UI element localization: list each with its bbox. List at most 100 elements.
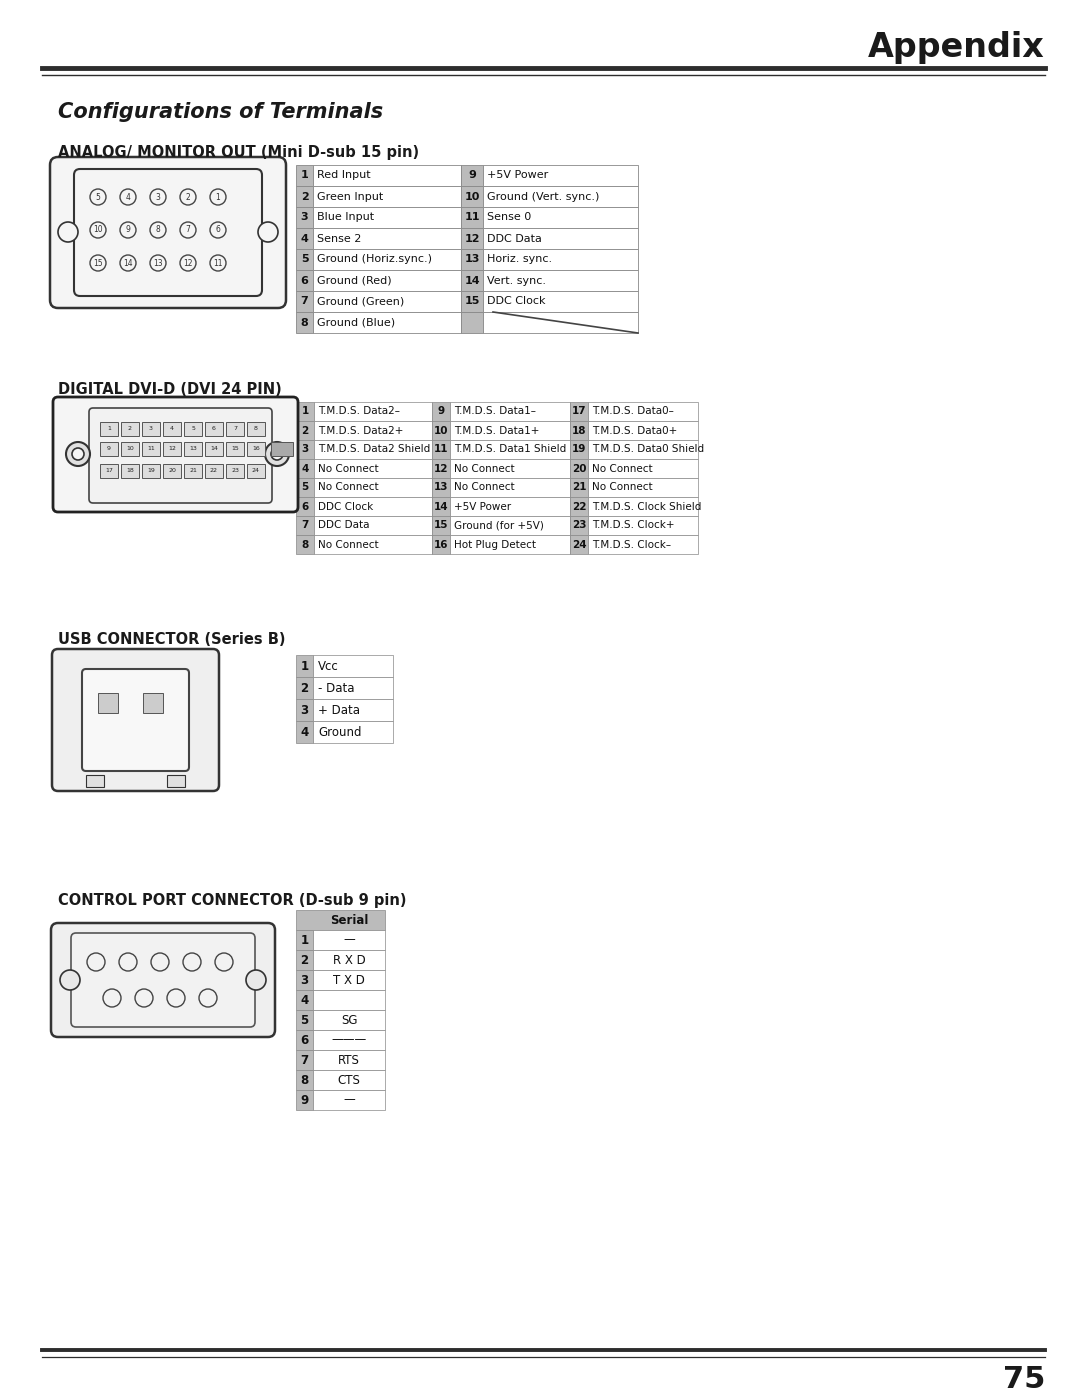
Bar (296, 249, 313, 270)
Text: Ground (Red): Ground (Red) (318, 275, 392, 285)
Text: T.M.D.S. Clock Shield: T.M.D.S. Clock Shield (592, 502, 701, 511)
Text: 7: 7 (300, 1053, 309, 1066)
Circle shape (150, 222, 166, 237)
Bar (121, 422, 139, 436)
Text: 4: 4 (300, 725, 309, 739)
Text: Ground (Blue): Ground (Blue) (318, 317, 395, 327)
Text: Hot Plug Detect: Hot Plug Detect (454, 539, 536, 549)
Text: Sense 0: Sense 0 (487, 212, 531, 222)
Text: DDC Clock: DDC Clock (318, 502, 374, 511)
Text: 7: 7 (186, 225, 190, 235)
Bar (121, 441, 139, 455)
Circle shape (90, 256, 106, 271)
Text: 12: 12 (464, 233, 480, 243)
Bar (247, 464, 265, 478)
Bar (450, 460, 570, 478)
Bar (313, 721, 393, 743)
Text: 17: 17 (105, 468, 113, 474)
Text: 18: 18 (126, 468, 134, 474)
Text: RTS: RTS (338, 1053, 360, 1066)
Bar (483, 165, 638, 186)
Circle shape (151, 953, 168, 971)
Bar (296, 497, 314, 515)
Bar (296, 721, 313, 743)
Text: 12: 12 (168, 447, 176, 451)
Circle shape (271, 448, 283, 460)
Bar (570, 497, 588, 515)
FancyBboxPatch shape (82, 669, 189, 771)
Bar (141, 422, 160, 436)
Bar (296, 698, 313, 721)
Bar (296, 440, 314, 460)
Text: 7: 7 (300, 296, 309, 306)
Bar (205, 441, 222, 455)
Text: 13: 13 (434, 482, 448, 493)
Bar (313, 1010, 384, 1030)
Bar (588, 440, 698, 460)
Bar (86, 775, 104, 787)
Bar (205, 464, 222, 478)
Bar (296, 1010, 313, 1030)
Text: 9: 9 (437, 407, 445, 416)
Text: 6: 6 (212, 426, 216, 432)
Text: 6: 6 (300, 275, 309, 285)
Text: 14: 14 (211, 447, 218, 451)
Circle shape (135, 989, 153, 1007)
Bar (184, 441, 202, 455)
Text: 6: 6 (301, 502, 309, 511)
Bar (313, 312, 461, 332)
Bar (313, 249, 461, 270)
FancyBboxPatch shape (52, 650, 219, 791)
Bar (313, 1030, 384, 1051)
Text: 8: 8 (301, 539, 309, 549)
Text: 1: 1 (300, 659, 309, 672)
Text: 19: 19 (147, 468, 154, 474)
FancyBboxPatch shape (50, 156, 286, 307)
Bar (100, 441, 118, 455)
Bar (100, 422, 118, 436)
Text: T.M.D.S. Clock+: T.M.D.S. Clock+ (592, 521, 675, 531)
Text: 2: 2 (301, 426, 309, 436)
Text: T.M.D.S. Data0–: T.M.D.S. Data0– (592, 407, 674, 416)
Text: 5: 5 (95, 193, 100, 201)
Bar (483, 249, 638, 270)
Bar (296, 270, 313, 291)
Bar (313, 165, 461, 186)
Text: R X D: R X D (333, 954, 365, 967)
Text: 1: 1 (107, 426, 111, 432)
Text: 3: 3 (156, 193, 161, 201)
Bar (271, 441, 293, 455)
Text: 5: 5 (301, 482, 309, 493)
Bar (450, 535, 570, 555)
Text: 11: 11 (213, 258, 222, 267)
Bar (570, 460, 588, 478)
Circle shape (265, 441, 289, 467)
Text: 6: 6 (300, 1034, 309, 1046)
Bar (313, 1051, 384, 1070)
Text: No Connect: No Connect (318, 482, 379, 493)
Text: ———: ——— (332, 1034, 366, 1046)
Bar (296, 207, 313, 228)
Text: USB CONNECTOR (Series B): USB CONNECTOR (Series B) (58, 633, 285, 647)
Bar (570, 535, 588, 555)
Bar (226, 422, 244, 436)
Bar (296, 402, 314, 420)
Circle shape (246, 970, 266, 990)
Text: 11: 11 (464, 212, 480, 222)
Text: —: — (343, 1094, 355, 1106)
Bar (483, 228, 638, 249)
Circle shape (103, 989, 121, 1007)
Text: Ground (Horiz.sync.): Ground (Horiz.sync.) (318, 254, 432, 264)
Bar (313, 970, 384, 990)
Text: 21: 21 (571, 482, 586, 493)
Circle shape (119, 953, 137, 971)
Text: T.M.D.S. Data1–: T.M.D.S. Data1– (454, 407, 536, 416)
Bar (313, 207, 461, 228)
Text: 6: 6 (216, 225, 220, 235)
Text: 1: 1 (300, 170, 309, 180)
Text: 2: 2 (186, 193, 190, 201)
Bar (570, 402, 588, 420)
Bar (247, 441, 265, 455)
Bar (296, 950, 313, 970)
Bar (588, 497, 698, 515)
